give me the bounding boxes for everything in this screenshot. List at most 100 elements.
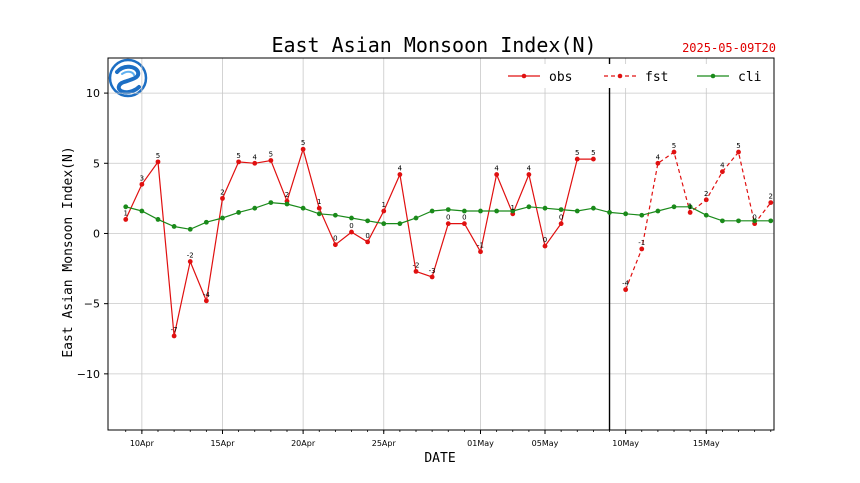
series-point-cli — [236, 210, 242, 215]
data-label-obs: -3 — [429, 267, 436, 275]
series-point-fst — [671, 149, 677, 155]
series-point-obs — [252, 160, 258, 166]
series-point-cli — [429, 208, 435, 214]
legend-cli-marker — [710, 73, 716, 79]
y-tick-label: −5 — [84, 298, 100, 311]
data-label-fst: 1 — [688, 202, 692, 210]
x-tick-label: 10May — [612, 439, 639, 448]
series-point-cli — [526, 204, 532, 210]
series-point-fst — [687, 210, 693, 215]
series-point-cli — [123, 204, 129, 210]
series-point-obs — [203, 298, 209, 304]
series-point-obs — [332, 242, 338, 248]
data-label-fst: 4 — [656, 153, 661, 161]
data-labels: 1 3 5 -7 -2 -4 2 5 4 5 2 5 1 0 0 0 1 4 -2 -3 0 0 -1 4 1 4 0 0 5 5 -4 -1… — [124, 139, 774, 334]
data-label-obs: 0 — [462, 214, 466, 222]
series-point-cli — [252, 205, 258, 211]
series-line-fst — [625, 150, 772, 290]
series-point-cli — [768, 218, 774, 224]
data-label-obs: 2 — [220, 188, 224, 196]
data-label-obs: -4 — [203, 291, 211, 299]
series-point-cli — [171, 224, 177, 229]
series-point-cli — [719, 218, 725, 224]
series-point-obs — [365, 239, 371, 245]
series-point-cli — [736, 218, 741, 224]
legend-cli-label: cli — [738, 70, 761, 85]
series-point-obs — [574, 156, 580, 162]
data-label-obs: 5 — [591, 149, 595, 157]
series-point-cli — [494, 208, 500, 214]
series-point-obs — [397, 172, 403, 177]
data-label-obs: 4 — [494, 165, 499, 173]
series-point-cli — [623, 211, 629, 217]
x-tick-label: 10Apr — [130, 439, 155, 448]
data-label-fst: 0 — [752, 214, 756, 222]
series-point-obs — [187, 259, 193, 264]
series-point-cli — [220, 215, 225, 221]
series-point-cli — [268, 200, 274, 205]
series-point-obs — [526, 172, 532, 177]
series-point-obs — [236, 159, 242, 165]
data-label-fst: 2 — [704, 190, 708, 198]
x-tick-label: 05May — [532, 439, 559, 448]
data-label-obs: 0 — [446, 214, 450, 222]
series-point-cli — [300, 205, 306, 211]
data-label-obs: 5 — [156, 152, 160, 160]
y-axis-label: East Asian Monsoon Index(N) — [61, 146, 76, 357]
series-point-obs — [413, 268, 419, 274]
series-point-cli — [203, 219, 209, 225]
series-point-obs — [139, 181, 145, 187]
series-point-cli — [687, 204, 693, 210]
series-point-fst — [719, 169, 725, 175]
data-label-obs: -2 — [413, 261, 420, 269]
y-tick-label: 0 — [93, 227, 100, 240]
y-tick-label: 10 — [86, 87, 100, 100]
y-tick-label: −10 — [77, 368, 100, 381]
series-point-cli — [139, 208, 145, 214]
series-point-fst — [736, 149, 741, 155]
legend-obs-marker — [521, 73, 527, 79]
issue-timestamp: 2025-05-09T20 — [682, 41, 776, 55]
series-point-cli — [332, 212, 338, 218]
series-point-fst — [768, 200, 774, 205]
series-point-fst — [703, 197, 709, 203]
series-point-obs — [220, 195, 225, 201]
series-point-obs — [461, 221, 467, 227]
series-point-cli — [703, 212, 709, 218]
x-tick-label: 15May — [693, 439, 720, 448]
series-point-cli — [639, 212, 645, 218]
data-label-obs: 4 — [253, 153, 258, 161]
data-label-fst: -1 — [638, 239, 645, 247]
data-label-obs: -1 — [477, 242, 484, 250]
series-point-cli — [349, 215, 354, 221]
series-point-cli — [671, 204, 677, 210]
chart-title: East Asian Monsoon Index(N) — [271, 33, 596, 57]
series-point-cli — [752, 218, 758, 224]
series-point-obs — [558, 221, 564, 227]
y-tick-label: 5 — [93, 157, 100, 170]
series-point-obs — [381, 208, 387, 214]
data-label-obs: 1 — [382, 201, 386, 209]
data-label-fst: 2 — [769, 193, 773, 201]
series-point-obs — [445, 221, 451, 227]
plot-frame — [107, 57, 775, 431]
x-axis-ticks: 10Apr 15Apr 20Apr 25Apr 01May 05May 10May 15May — [125, 430, 772, 448]
series-point-obs — [494, 172, 500, 177]
series-point-obs — [349, 229, 354, 235]
series-point-cli — [655, 208, 661, 214]
series-point-fst — [623, 287, 629, 293]
series-point-cli — [607, 210, 612, 215]
series-point-cli — [365, 218, 371, 224]
data-label-obs: 0 — [349, 222, 353, 230]
data-label-obs: 0 — [559, 214, 563, 222]
series-point-obs — [429, 274, 435, 280]
series-point-obs — [316, 205, 322, 211]
series-point-obs — [268, 158, 274, 163]
legend-fst-marker — [617, 73, 623, 79]
logo-emblem — [108, 58, 148, 98]
series-point-cli — [461, 208, 467, 214]
series-point-obs — [590, 156, 596, 162]
legend-obs-label: obs — [549, 70, 572, 85]
series-point-obs — [123, 217, 129, 222]
data-label-obs: 5 — [236, 152, 240, 160]
